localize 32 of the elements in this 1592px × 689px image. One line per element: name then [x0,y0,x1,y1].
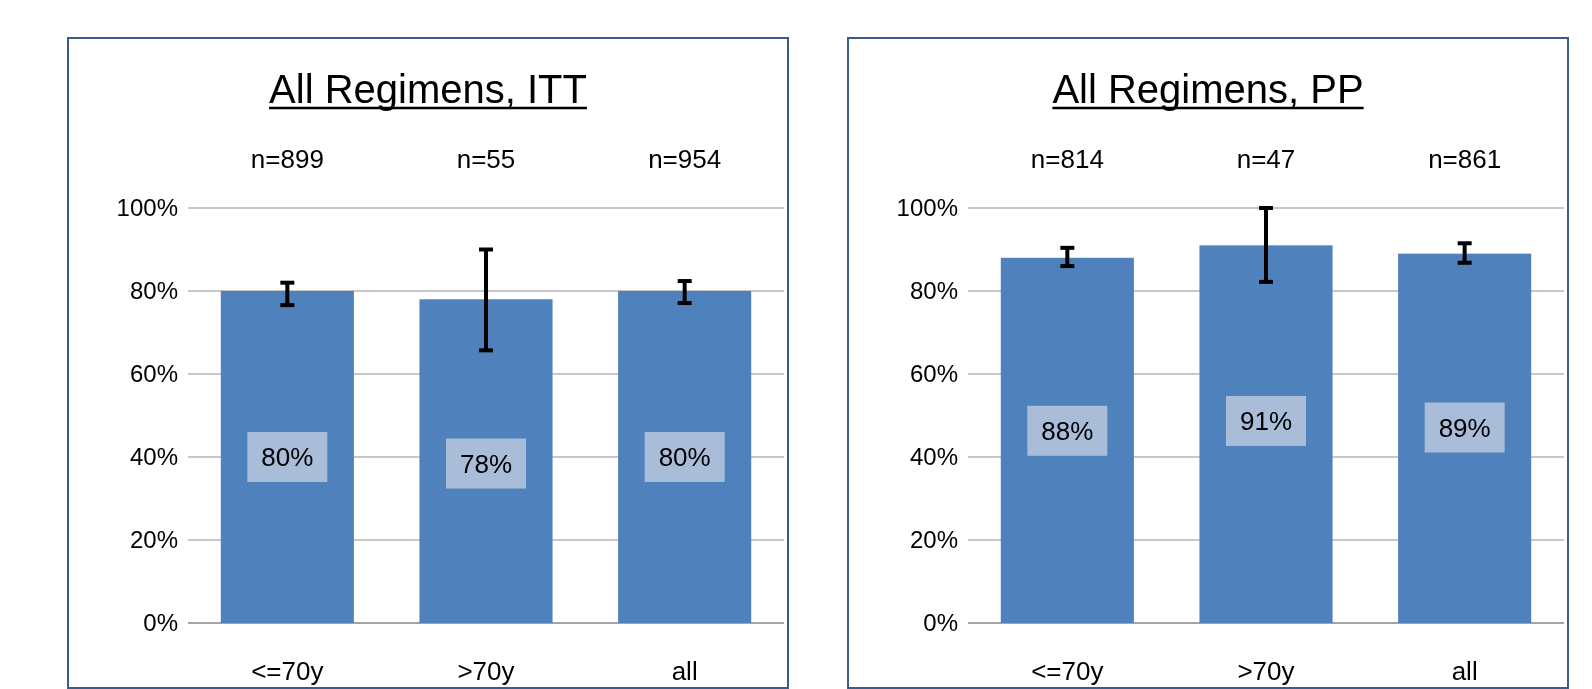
data-label: 78% [459,448,513,479]
x-tick-label: >70y [457,656,515,686]
data-label: 80% [261,442,314,473]
y-tick-label: 100% [116,194,178,222]
x-tick-label: <=70y [1031,656,1104,686]
y-tick-label: 80% [909,277,958,305]
y-tick-label: 80% [129,277,178,305]
y-tick-label: 100% [896,194,958,222]
data-label: 88% [1041,415,1094,446]
chart-title: All Regimens, ITT [269,67,587,111]
x-tick-label: >70y [1237,656,1295,686]
data-label: 80% [658,442,711,473]
text: n=55 [456,144,516,174]
text: n=47 [1236,144,1296,174]
y-tick-label: 40% [909,443,958,471]
x-tick-label: all [1451,656,1478,686]
x-tick-label: all [671,656,698,686]
y-tick-label: 60% [129,360,178,388]
text: n=861 [1428,144,1502,174]
text: n=899 [250,144,324,174]
text: n=954 [648,144,722,174]
chart-title: All Regimens, PP [1052,67,1364,111]
y-tick-label: 20% [129,526,178,554]
y-tick-label: 60% [909,360,958,388]
data-label: 91% [1239,406,1293,437]
data-label: 89% [1438,412,1491,443]
text: n=814 [1030,144,1104,174]
x-tick-label: <=70y [251,656,324,686]
y-tick-label: 20% [909,526,958,554]
y-tick-label: 40% [129,443,178,471]
y-tick-label: 0% [143,609,178,637]
y-tick-label: 0% [923,609,958,637]
